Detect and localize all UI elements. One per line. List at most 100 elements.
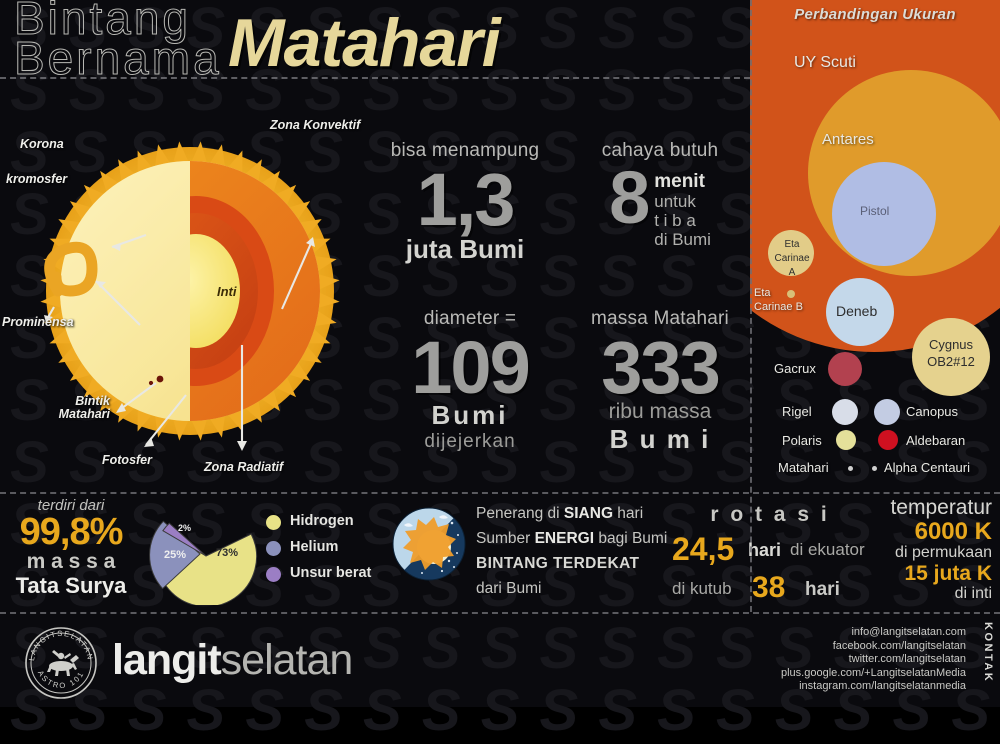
rotation-pole-unit: hari (805, 579, 840, 600)
brand-name-bold: langit (112, 636, 222, 684)
label-korona: Korona (20, 137, 64, 151)
brand-wordmark: langitselatan (112, 636, 354, 685)
star-label-alpha-centauri: Alpha Centauri (884, 460, 970, 475)
temperature-core-value: 15 juta K (904, 562, 992, 585)
contact-gplus[interactable]: plus.google.com/+LangitselatanMedia (781, 666, 966, 679)
fact-1-part-a: Penerang di (476, 505, 564, 522)
day-night-icon (392, 505, 466, 588)
rotation-equator-unit: hari (748, 540, 782, 560)
star-label-deneb: Deneb (836, 303, 878, 319)
pie-slice-unsur-berat (162, 522, 207, 557)
divider-vertical (750, 0, 752, 612)
temperature-surface-where: di permukaan (895, 544, 992, 561)
label-fotosfer: Fotosfer (102, 453, 152, 467)
stat-diameter-caption: diameter = (423, 308, 517, 329)
star-label-aldebaran: Aldebaran (906, 433, 966, 448)
size-comparison-panel: Perbandingan Ukuran UY Scuti Antares Pis… (750, 0, 1000, 492)
stat-diameter-sub2: dijejerkan (424, 431, 516, 452)
stat-lighttime-value: 8 (609, 156, 650, 239)
star-label-rigel: Rigel (782, 404, 812, 419)
divider-middle (0, 492, 1000, 494)
stat-mass-value: 333 (601, 326, 720, 409)
pie-label-hidrogen: 73% (216, 547, 239, 559)
contact-list: info@langitselatan.com facebook.com/lang… (781, 626, 966, 694)
page-title-main: Matahari (228, 5, 501, 81)
star-label-gacrux: Gacrux (774, 361, 816, 376)
logo-horse-rider (47, 650, 79, 676)
fact-line-2: Sumber ENERGI bagi Bumi (476, 530, 676, 548)
stat-lighttime-word1: untuk (654, 192, 696, 211)
legend-label-hidrogen: Hidrogen (290, 513, 354, 529)
logo-seal: LANGITSELATAN ASTRO 101 (24, 626, 98, 705)
stat-lighttime-unit: menit (654, 171, 705, 192)
star-circle-pistol (832, 162, 936, 266)
star-label-matahari: Matahari (778, 460, 829, 475)
label-prominensa: Prominensa (2, 315, 74, 329)
stat-lighttime-word2: t i b a (654, 211, 696, 230)
star-circle-matahari (848, 466, 853, 471)
star-label-cygnus-ob2: Cygnus OB2#12 (927, 337, 975, 369)
stat-capacity: bisa menampung 1,3 juta Bumi (380, 140, 550, 265)
label-zona-konvektif: Zona Konvektif (270, 118, 361, 132)
brand-name-light: selatan (220, 636, 354, 684)
day-night-illustration (392, 507, 466, 581)
temperature-surface-value: 6000 K (914, 518, 992, 545)
contact-email[interactable]: info@langitselatan.com (851, 626, 966, 638)
stat-lighttime-word3: di Bumi (654, 230, 711, 249)
star-circle-rigel (832, 399, 858, 425)
stat-diameter-sub: Bumi (431, 400, 509, 430)
label-zona-radiatif: Zona Radiatif (204, 460, 284, 474)
contact-twitter[interactable]: twitter.com/langitselatan (848, 653, 966, 666)
pie-chart-svg (149, 520, 258, 608)
contact-instagram[interactable]: instagram.com/langitselatanmedia (799, 680, 966, 693)
star-label-pistol: Pistol (860, 204, 890, 218)
facts-block: Penerang di SIANG hari Sumber ENERGI bag… (476, 505, 676, 598)
stat-mass: massa Matahari 333 ribu massa B u m i (570, 308, 750, 455)
sun-cross-section-diagram: Korona kromosfer Prominensa Bintik Matah… (0, 95, 380, 485)
stat-capacity-caption: bisa menampung (390, 140, 540, 161)
stat-capacity-value: 1,3 (416, 158, 516, 241)
composition-pie-chart: 73% 25% 2% (140, 503, 262, 608)
star-circle-gacrux (828, 352, 862, 386)
label-kromosfer: kromosfer (6, 172, 68, 186)
legend-dot-hidrogen (266, 515, 281, 530)
star-label-eta-carinae-a: Eta Carinae A (774, 239, 810, 278)
star-label-eta-carinae-b: Eta Carinae B (754, 287, 803, 313)
prominence-loop (44, 241, 98, 297)
composition-caption: terdiri dari (37, 497, 105, 514)
contact-facebook[interactable]: facebook.com/langitselatan (832, 639, 966, 652)
label-bintik-line2: Matahari (58, 407, 110, 421)
composition-word-massa: m a s s a (26, 550, 116, 573)
stat-lighttime: cahaya butuh 8 menit untuk t i b a di Bu… (570, 140, 750, 249)
temperature-core-where: di inti (954, 585, 992, 602)
rotation-pole-value: 38 (752, 571, 786, 604)
stat-mass-sub2: ribu massa (608, 400, 712, 423)
statistics-panel: bisa menampung 1,3 juta Bumi cahaya butu… (380, 140, 750, 480)
star-circle-canopus (874, 399, 900, 425)
bottom-facts-strip: terdiri dari 99,8% m a s s a Tata Surya … (0, 495, 1000, 612)
star-circle-eta-carinae-b (787, 290, 795, 298)
sunspots (148, 375, 164, 386)
pie-legend: Hidrogen Helium Unsur berat (266, 513, 386, 591)
pie-slice-helium (149, 520, 201, 590)
page-header: Bintang Bernama Matahari (0, 0, 750, 82)
composition-word-system: Tata Surya (15, 573, 127, 598)
star-label-polaris: Polaris (782, 433, 822, 448)
stat-diameter: diameter = 109 Bumi dijejerkan (380, 308, 560, 453)
divider-header (0, 77, 750, 79)
page-title-line1: Bintang (13, 0, 192, 44)
pie-label-unsur-berat: 2% (178, 523, 192, 533)
rotation-equator-value: 24,5 (672, 531, 735, 567)
star-label-canopus: Canopus (906, 404, 959, 419)
logo-seal-svg: LANGITSELATAN ASTRO 101 (25, 627, 97, 699)
cutaway-section (190, 161, 320, 421)
star-circle-eta-carinae-a (768, 230, 814, 276)
label-bintik-line1: Bintik (75, 394, 110, 408)
fact-line-3: BINTANG TERDEKAT (476, 555, 640, 572)
star-circle-polaris (836, 430, 856, 450)
fact-2-emph: ENERGI (534, 530, 595, 547)
fact-1-emph: SIANG (563, 505, 613, 522)
sun-illustration (40, 141, 340, 451)
fact-1-part-c: hari (613, 505, 644, 522)
legend-dot-unsur-berat (266, 567, 281, 582)
